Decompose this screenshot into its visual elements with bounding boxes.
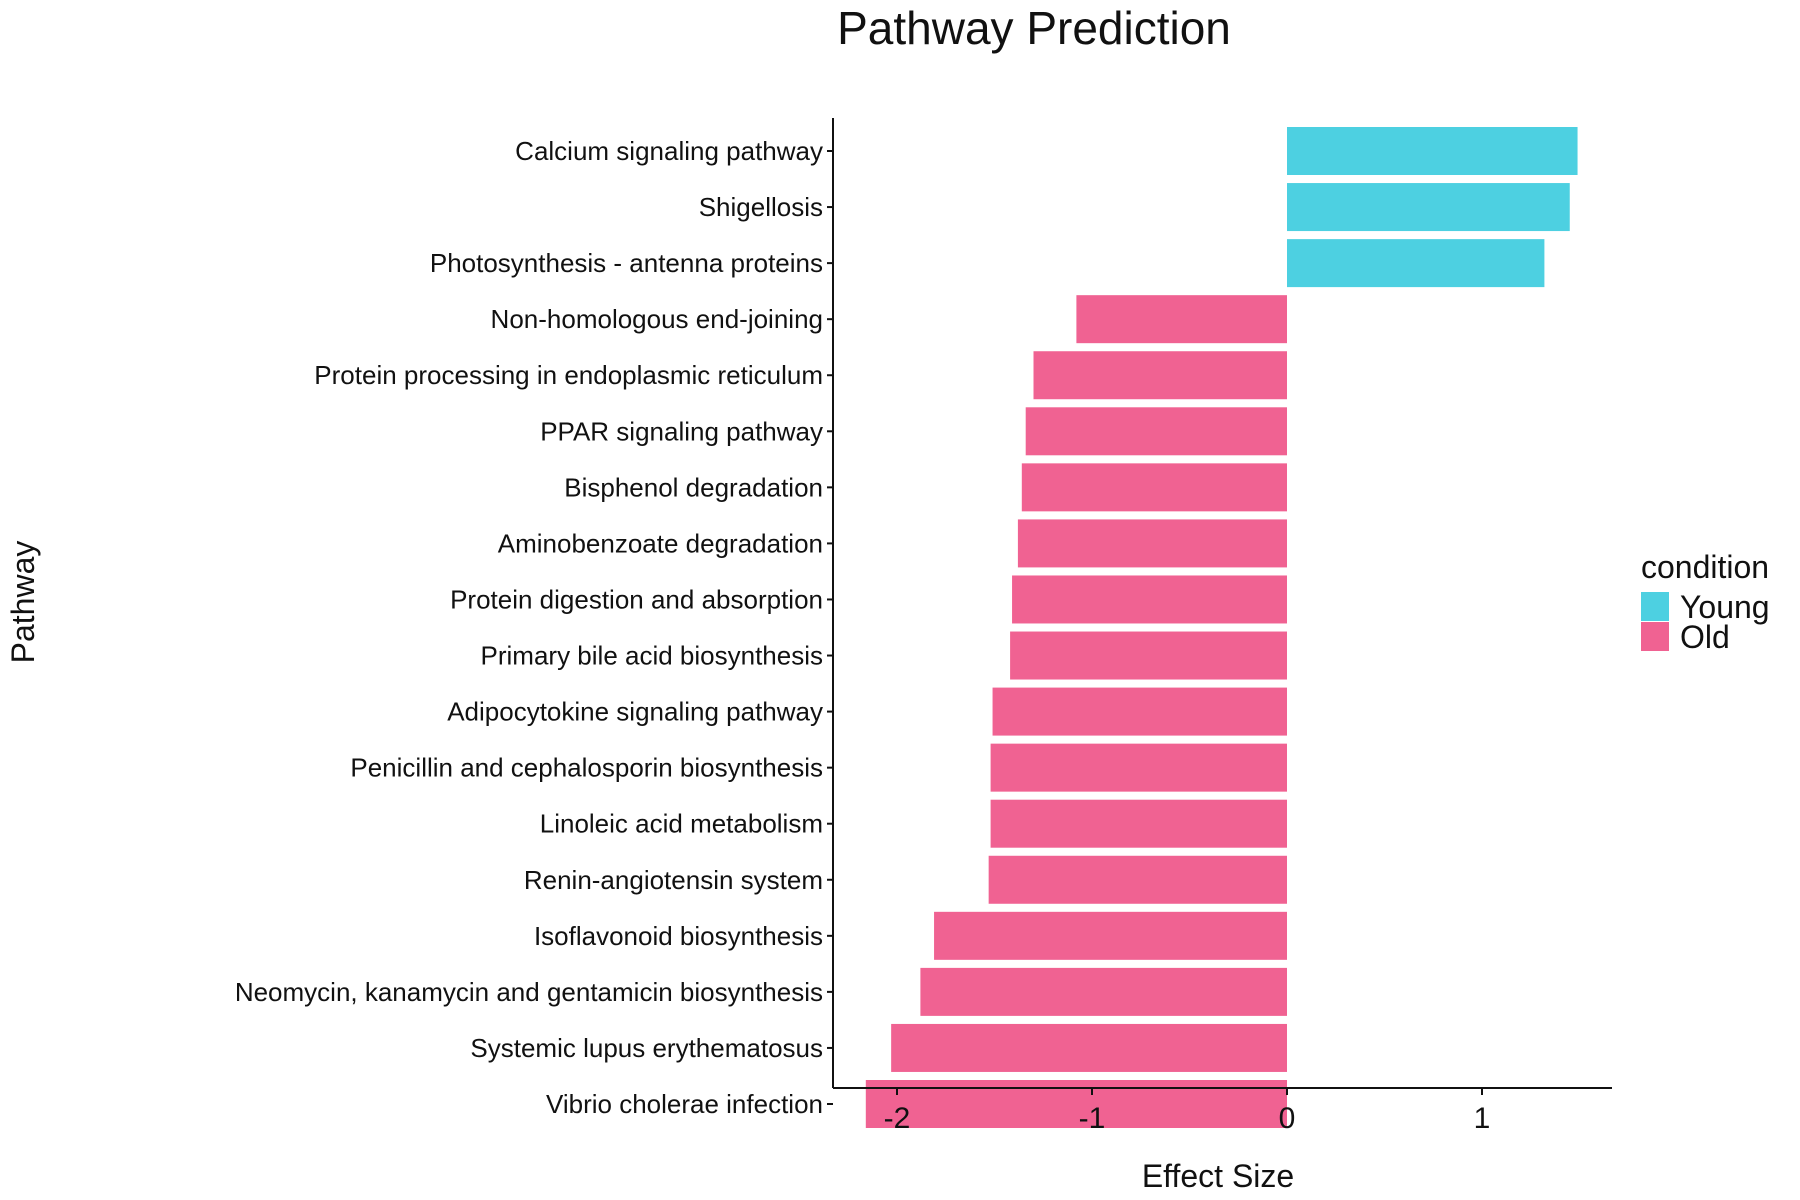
bar-5 [1025,407,1287,456]
y-tick-label: PPAR signaling pathway [540,416,823,446]
y-tick-label: Isoflavonoid biosynthesis [534,921,823,951]
y-tick-label: Protein digestion and absorption [450,584,823,614]
bar-16 [891,1023,1287,1072]
bar-3 [1076,295,1287,344]
y-tick-label: Systemic lupus erythematosus [470,1033,823,1063]
bar-4 [1033,351,1287,400]
y-tick-label: Protein processing in endoplasmic reticu… [314,360,823,390]
bar-10 [992,687,1287,736]
y-tick-label: Non-homologous end-joining [491,304,823,334]
y-tick-label: Renin-angiotensin system [524,865,823,895]
y-tick-label: Aminobenzoate degradation [498,528,823,558]
x-axis-title: Effect Size [1142,1158,1294,1194]
x-tick-label: -2 [884,1102,911,1135]
bar-13 [988,855,1287,904]
y-tick-label: Calcium signaling pathway [515,136,823,166]
bar-0 [1287,127,1578,175]
bar-9 [1010,631,1287,680]
chart-title: Pathway Prediction [837,2,1231,54]
x-tick-label: 1 [1474,1102,1491,1135]
bar-15 [920,967,1287,1016]
bar-2 [1287,239,1545,288]
bar-6 [1021,463,1287,512]
y-axis-title: Pathway [5,541,41,664]
y-tick-label: Vibrio cholerae infection [546,1089,823,1119]
legend-swatch-young [1641,592,1669,621]
legend: condition Young Old [1641,549,1770,655]
x-tick-label: -1 [1079,1102,1106,1135]
bar-12 [990,799,1287,848]
y-tick-label: Bisphenol degradation [564,472,823,502]
x-tick-label: 0 [1279,1102,1296,1135]
bar-1 [1287,183,1570,232]
bar-11 [990,743,1287,792]
y-tick-label: Neomycin, kanamycin and gentamicin biosy… [235,977,823,1007]
legend-swatch-old [1641,622,1669,651]
bar-8 [1012,575,1287,624]
y-tick-label: Primary bile acid biosynthesis [481,641,823,671]
y-tick-label: Penicillin and cephalosporin biosynthesi… [350,753,823,783]
y-tick-labels: Calcium signaling pathway Shigellosis Phot… [235,136,833,1119]
bar-7 [1017,519,1287,568]
legend-label-young: Young [1680,589,1770,625]
bar-14 [934,911,1287,960]
legend-title: condition [1641,549,1769,585]
y-tick-label: Linoleic acid metabolism [540,809,823,839]
legend-label-old: Old [1680,619,1730,655]
y-tick-label: Photosynthesis - antenna proteins [430,248,823,278]
bars-group [865,127,1578,1128]
y-tick-label: Adipocytokine signaling pathway [447,697,823,727]
y-tick-label: Shigellosis [699,192,823,222]
x-ticks: -2 -1 0 1 [884,1088,1491,1135]
